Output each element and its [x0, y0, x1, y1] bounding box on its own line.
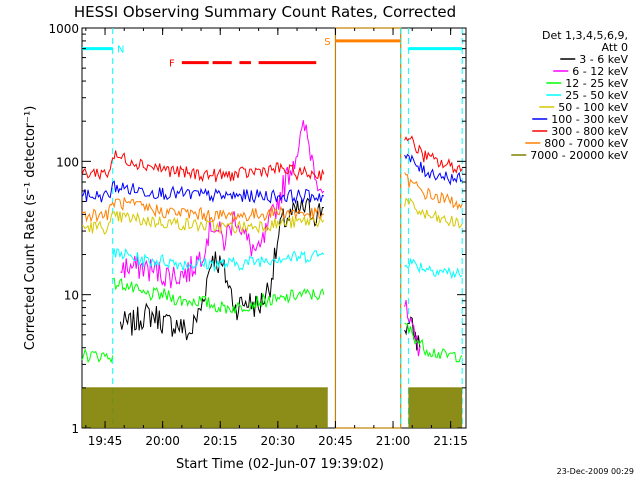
series-line-5-seg-0	[81, 180, 325, 205]
x-tick-label-6: 21:15	[433, 434, 468, 448]
x-axis-ticks: 19:45 20:00 20:15 20:30 20:45 21:00 21:15	[85, 28, 468, 448]
y-axis-ticks: 1 10 100 1000	[48, 22, 466, 436]
series-line-7-seg-0	[81, 197, 324, 223]
annotation-label-N: N	[117, 45, 124, 56]
x-tick-label-1: 20:00	[145, 434, 180, 448]
series-line-3-seg-1	[404, 257, 463, 280]
annotation-label-F: F	[169, 59, 175, 70]
plot-area: NFS 19:45 20:00 20:15 20:30 20:45 21:00 21:15 …	[48, 22, 467, 448]
series-line-5-seg-1	[404, 153, 463, 186]
series-line-4-seg-1	[404, 197, 463, 229]
series-line-3-seg-0	[112, 247, 325, 273]
legend-header-line-1: Det 1,3,4,5,6,9,	[542, 29, 628, 42]
saa-block	[334, 27, 402, 429]
y-tick-label-0: 1	[71, 422, 79, 436]
legend-label-6: 300 - 800 keV	[551, 125, 628, 138]
x-tick-label-5: 21:00	[376, 434, 411, 448]
y-tick-label-1: 10	[64, 289, 79, 303]
legend-label-1: 6 - 12 keV	[572, 65, 628, 78]
chart-title: HESSI Observing Summary Count Rates, Cor…	[74, 3, 456, 21]
series-line-4-seg-0	[81, 211, 325, 235]
legend-label-5: 100 - 300 keV	[551, 113, 628, 126]
series-line-1-seg-1	[404, 299, 421, 357]
legend-label-2: 12 - 25 keV	[565, 77, 628, 90]
annotation-label-S: S	[324, 37, 330, 48]
footer-date: 23-Dec-2009 00:29	[557, 467, 634, 476]
series-fill-8-seg-0	[82, 387, 328, 428]
x-tick-label-4: 20:45	[318, 434, 353, 448]
series-line-6-seg-1	[404, 135, 463, 174]
legend-header-line-2: Att 0	[602, 41, 628, 54]
legend-label-0: 3 - 6 keV	[579, 53, 628, 66]
legend-label-4: 50 - 100 keV	[558, 101, 628, 114]
x-tick-label-0: 19:45	[88, 434, 123, 448]
legend-label-3: 25 - 50 keV	[565, 89, 628, 102]
y-tick-label-3: 1000	[48, 22, 79, 36]
legend-label-8: 7000 - 20000 keV	[530, 149, 628, 162]
series-line-6-seg-0	[81, 150, 325, 183]
annotation-bars: N F S	[82, 37, 463, 70]
saa-region	[334, 27, 402, 429]
x-tick-label-3: 20:30	[261, 434, 296, 448]
series-line-7-seg-1	[404, 172, 463, 211]
series-line-1-seg-0	[120, 120, 325, 289]
series-fill-8-seg-1	[408, 387, 463, 428]
series-line-2-seg-2	[404, 322, 463, 363]
series-lines	[81, 120, 463, 428]
dashed-markers	[112, 28, 463, 428]
legend-label-7: 800 - 7000 keV	[544, 137, 628, 150]
y-tick-label-2: 100	[56, 155, 79, 169]
series-line-2-seg-0	[81, 348, 114, 364]
y-axis-label: Corrected Count Rate (s⁻¹ detector⁻¹)	[23, 106, 38, 351]
x-axis-label: Start Time (02-Jun-07 19:39:02)	[176, 457, 384, 472]
x-tick-label-2: 20:15	[203, 434, 238, 448]
series-line-2-seg-1	[112, 277, 325, 314]
